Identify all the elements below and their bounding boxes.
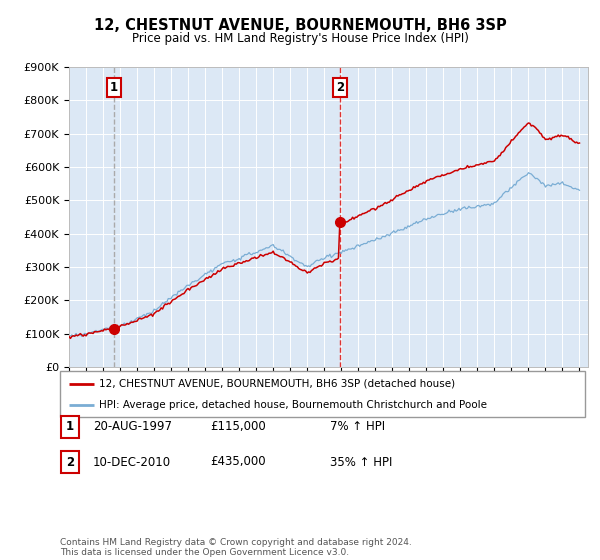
Text: 35% ↑ HPI: 35% ↑ HPI <box>330 455 392 469</box>
Text: 10-DEC-2010: 10-DEC-2010 <box>93 455 171 469</box>
Text: 12, CHESTNUT AVENUE, BOURNEMOUTH, BH6 3SP: 12, CHESTNUT AVENUE, BOURNEMOUTH, BH6 3S… <box>94 18 506 33</box>
Text: £435,000: £435,000 <box>210 455 266 469</box>
Text: 1: 1 <box>66 420 74 433</box>
Text: 2: 2 <box>337 81 344 94</box>
Text: Price paid vs. HM Land Registry's House Price Index (HPI): Price paid vs. HM Land Registry's House … <box>131 32 469 45</box>
Text: 7% ↑ HPI: 7% ↑ HPI <box>330 420 385 433</box>
Text: 12, CHESTNUT AVENUE, BOURNEMOUTH, BH6 3SP (detached house): 12, CHESTNUT AVENUE, BOURNEMOUTH, BH6 3S… <box>100 379 455 389</box>
Text: £115,000: £115,000 <box>210 420 266 433</box>
Text: 2: 2 <box>66 455 74 469</box>
Text: 20-AUG-1997: 20-AUG-1997 <box>93 420 172 433</box>
Text: Contains HM Land Registry data © Crown copyright and database right 2024.
This d: Contains HM Land Registry data © Crown c… <box>60 538 412 557</box>
Text: HPI: Average price, detached house, Bournemouth Christchurch and Poole: HPI: Average price, detached house, Bour… <box>100 400 487 410</box>
Text: 1: 1 <box>110 81 118 94</box>
